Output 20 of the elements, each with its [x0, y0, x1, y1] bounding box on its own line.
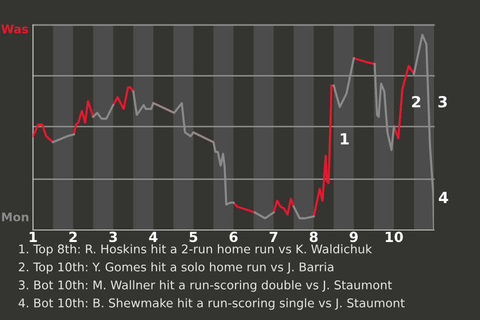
annotation: 4: [438, 192, 448, 203]
x-tick-label: 1: [30, 232, 37, 242]
text: Was: [1, 24, 28, 34]
text: 3. Bot 10th: M. Wallner hit a run-scoring double vs J. Staumont: [18, 280, 392, 292]
x-tick-label: 8: [310, 232, 318, 242]
x-tick-label: 4: [149, 232, 158, 242]
x-tick-label: 2: [69, 232, 77, 242]
text: Mon: [2, 212, 28, 222]
x-tick-label: 10: [386, 232, 403, 242]
annotation: 2: [412, 96, 420, 108]
x-tick-label: 5: [190, 232, 198, 242]
text: 1. Top 8th: R. Hoskins hit a 2-run home run vs K. Waldichuk: [19, 244, 372, 256]
x-tick-label: 9: [350, 232, 358, 242]
x-tick-label: 3: [109, 232, 117, 242]
text: 4. Bot 10th: B. Shewmake hit a run-scoring single vs J. Staumont: [18, 298, 405, 310]
annotation: 1: [340, 133, 349, 144]
x-tick-label: 6: [230, 232, 238, 242]
text: 2. Top 10th: Y. Gomes hit a solo home run vs J. Barria: [18, 262, 334, 274]
annotation: 3: [438, 96, 447, 108]
x-tick-label: 7: [270, 232, 278, 242]
